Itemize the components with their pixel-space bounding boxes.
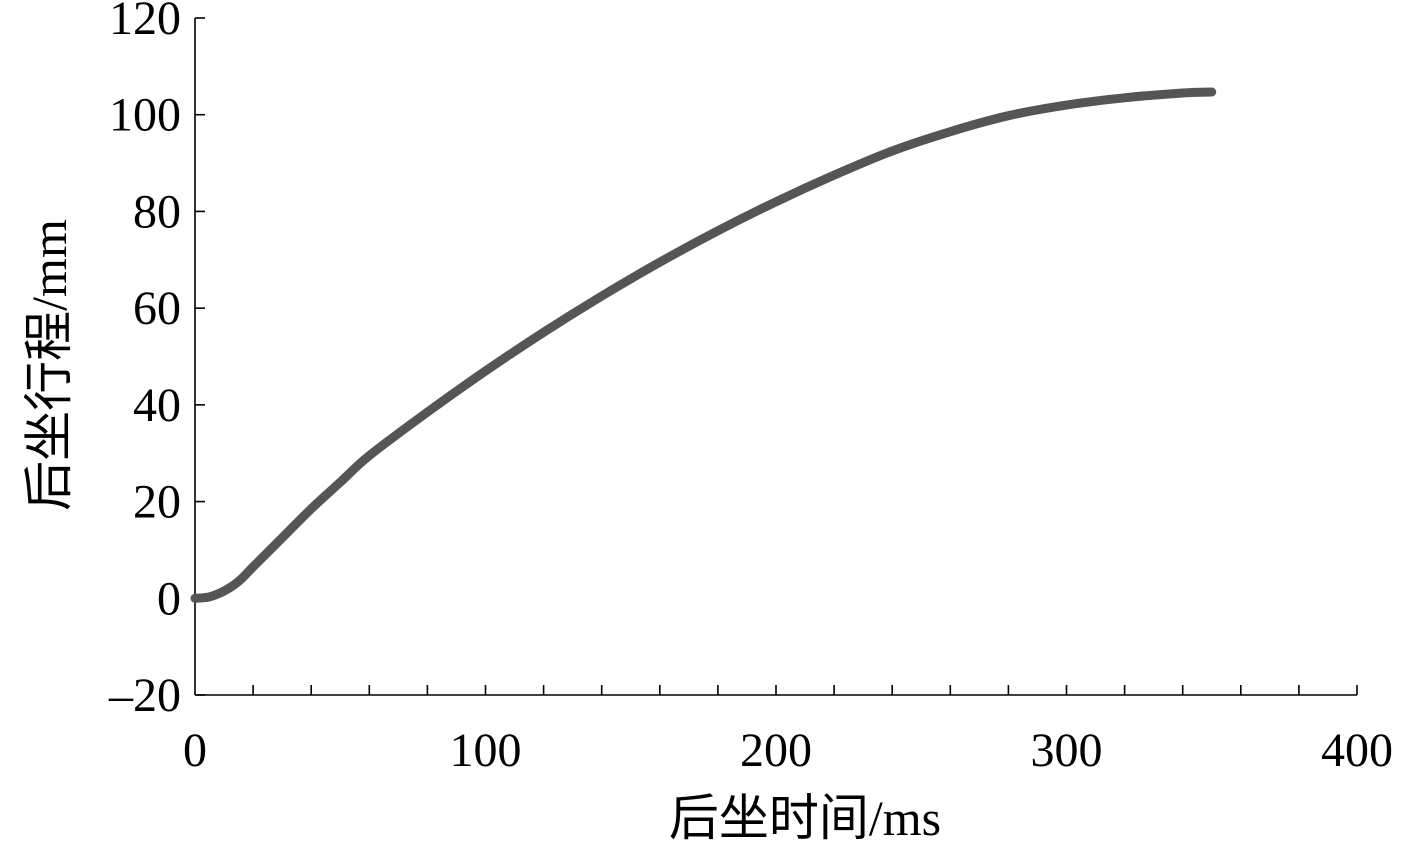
x-tick-label: 300 [1031,724,1103,777]
y-tick-label: 80 [133,185,181,238]
axes [194,18,1357,696]
x-tick-label: 0 [183,724,207,777]
x-axis-title: 后坐时间/ms [669,790,941,843]
y-tick-label: 60 [133,282,181,335]
y-tick-label: 100 [109,89,181,142]
x-tick-label: 100 [450,724,522,777]
series-line [190,87,1217,603]
series [190,87,1217,603]
x-tick-label: 200 [740,724,812,777]
y-tick-label: –20 [108,669,181,722]
x-tick-label: 400 [1321,724,1393,777]
y-tick-label: 20 [133,476,181,529]
y-tick-label: 0 [157,572,181,625]
y-axis-title: 后坐行程/mm [21,219,77,511]
y-tick-label: 40 [133,379,181,432]
y-tick-label: 120 [109,0,181,45]
